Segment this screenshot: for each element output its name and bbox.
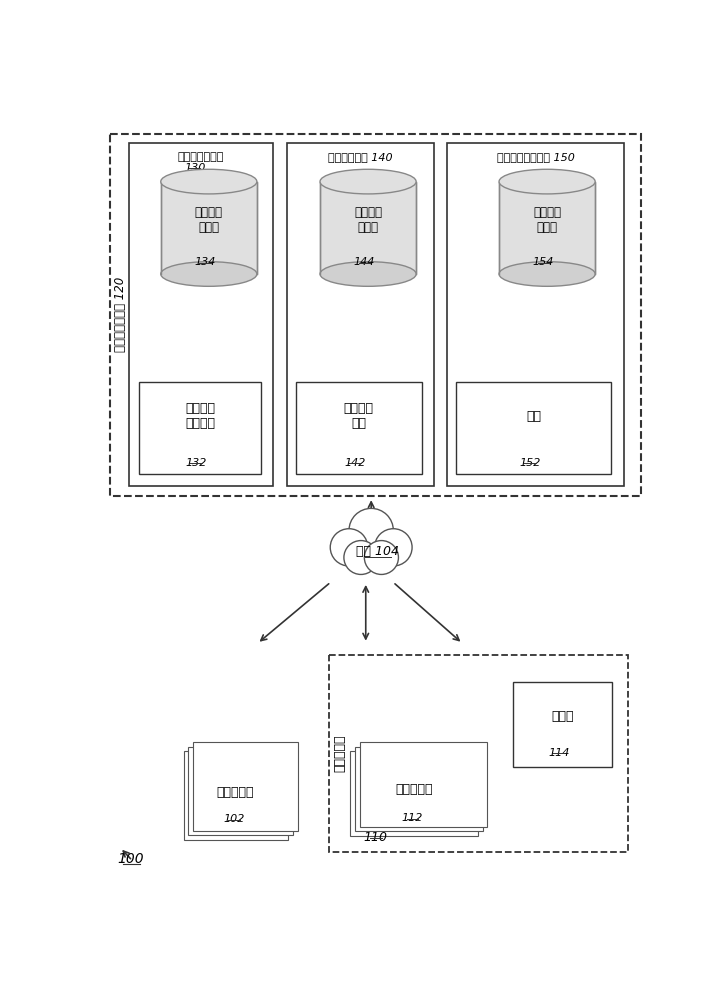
Text: 130: 130 [184, 163, 206, 173]
Text: 152: 152 [519, 458, 541, 468]
Text: 按需代码执行环境 150: 按需代码执行环境 150 [497, 152, 574, 162]
Bar [188, 747, 293, 835]
Bar [513, 682, 612, 767]
Text: 142: 142 [344, 458, 365, 468]
Text: 装置影子服务 140: 装置影子服务 140 [328, 152, 393, 162]
Text: 配置数据
存储区: 配置数据 存储区 [195, 206, 223, 234]
Text: 110: 110 [364, 831, 388, 844]
Bar [296, 382, 421, 474]
Text: 客户端和
数据接口: 客户端和 数据接口 [185, 402, 215, 430]
Bar [329, 655, 628, 851]
Circle shape [365, 541, 399, 574]
Bar [183, 751, 289, 840]
Text: 网络 104: 网络 104 [356, 545, 399, 558]
Bar [320, 182, 416, 274]
Text: 被协调装置: 被协调装置 [395, 783, 433, 796]
Text: 前端: 前端 [526, 410, 542, 423]
Text: 协调器: 协调器 [551, 710, 574, 723]
Text: 154: 154 [533, 257, 554, 267]
Bar [161, 182, 257, 274]
Text: 任务数据
存储区: 任务数据 存储区 [533, 206, 561, 234]
Bar [286, 143, 434, 486]
Text: 客户端装置: 客户端装置 [217, 786, 254, 799]
Text: 144: 144 [354, 257, 375, 267]
Ellipse shape [320, 262, 416, 286]
Text: 100: 100 [117, 852, 144, 866]
Text: 114: 114 [548, 748, 569, 758]
Bar [447, 143, 624, 486]
Bar [350, 751, 478, 836]
Text: 装置影子
接口: 装置影子 接口 [344, 402, 374, 430]
Text: 被协调环境: 被协调环境 [333, 735, 346, 772]
Circle shape [344, 541, 378, 574]
Text: 管理和部署服务: 管理和部署服务 [178, 152, 224, 162]
Bar [129, 143, 273, 486]
Bar [193, 742, 297, 831]
Text: 102: 102 [223, 814, 244, 824]
Text: 134: 134 [194, 257, 215, 267]
Circle shape [349, 508, 394, 552]
Ellipse shape [499, 169, 595, 194]
Bar [457, 382, 611, 474]
Ellipse shape [161, 169, 257, 194]
Circle shape [331, 529, 368, 566]
Text: 112: 112 [402, 813, 423, 823]
Ellipse shape [499, 262, 595, 286]
Bar [355, 747, 483, 831]
Ellipse shape [320, 169, 416, 194]
Bar [138, 382, 261, 474]
Circle shape [375, 529, 412, 566]
Ellipse shape [161, 262, 257, 286]
Text: 影子数据
存储区: 影子数据 存储区 [354, 206, 382, 234]
Text: 132: 132 [186, 458, 207, 468]
Bar [360, 742, 487, 827]
Bar [499, 182, 595, 274]
Bar [110, 134, 641, 496]
Text: 服务提供商环境 120: 服务提供商环境 120 [114, 277, 127, 352]
